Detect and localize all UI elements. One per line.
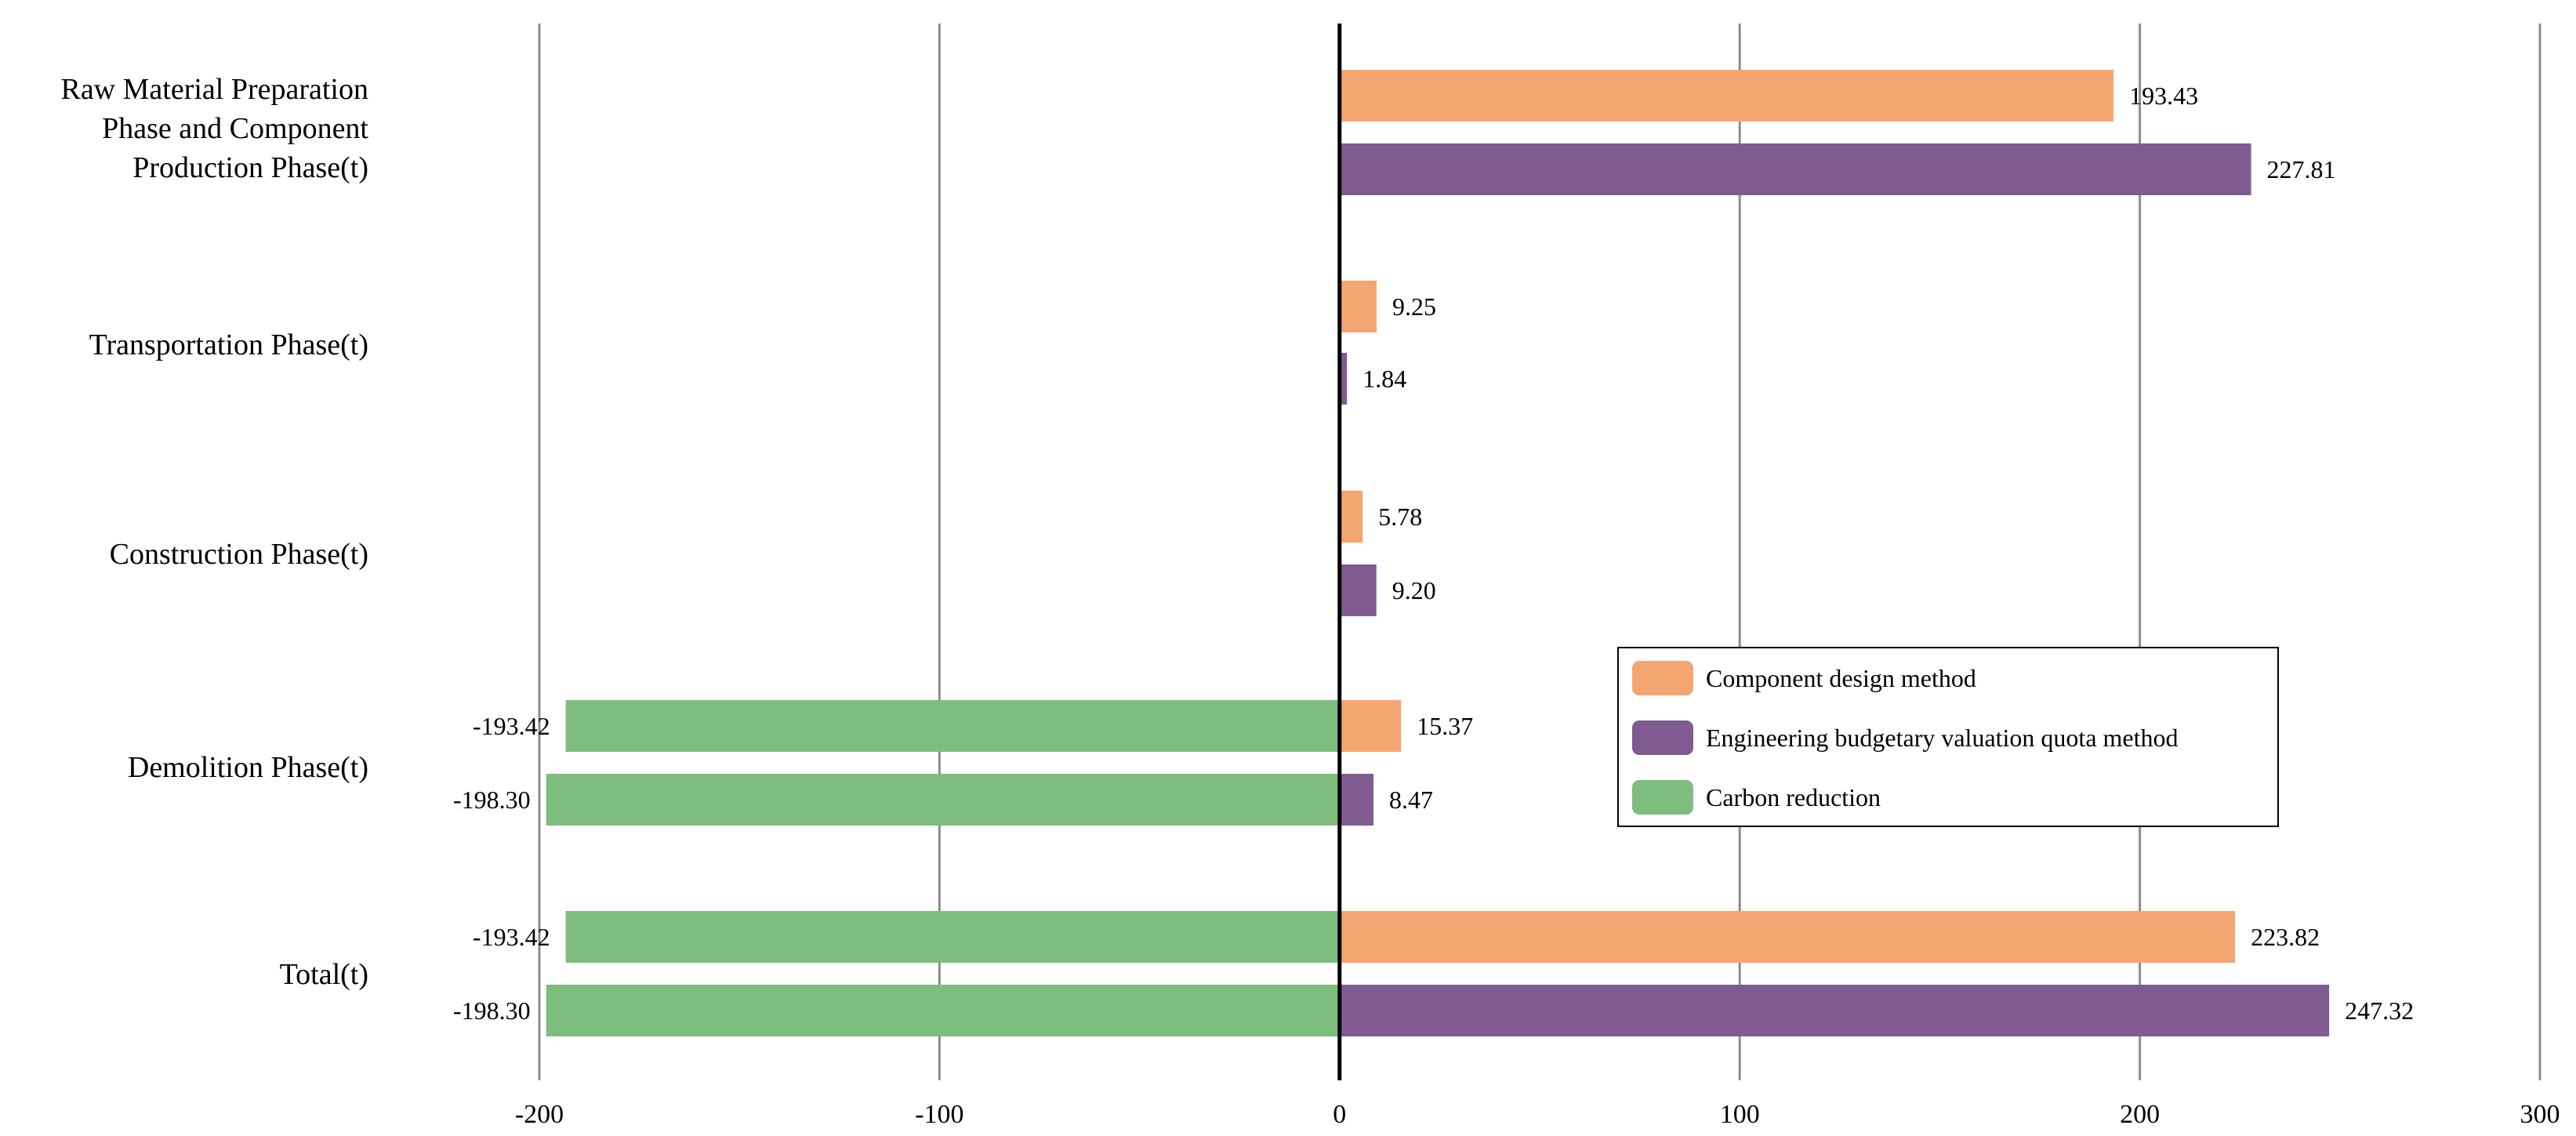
data-label: 227.81 <box>2267 155 2336 183</box>
bar <box>1339 774 1374 826</box>
bar <box>1339 985 2330 1036</box>
bar <box>1339 700 1402 752</box>
legend-box <box>1617 647 2279 827</box>
category-label: Total(t) <box>280 958 368 991</box>
legend-label: Engineering budgetary valuation quota me… <box>1706 724 2179 752</box>
data-label: 5.78 <box>1378 503 1422 531</box>
data-label: 193.43 <box>2129 82 2198 110</box>
x-tick-label: -200 <box>515 1100 564 1129</box>
bar <box>565 700 1340 752</box>
legend-swatch <box>1632 720 1693 755</box>
bar <box>1339 143 2251 195</box>
legend-label: Component design method <box>1706 664 1976 692</box>
bar <box>565 911 1340 963</box>
category-label: Construction Phase(t) <box>110 538 368 571</box>
data-label: 223.82 <box>2251 923 2320 951</box>
x-tick-label: 300 <box>2520 1100 2560 1129</box>
bar <box>1339 281 1377 332</box>
bar <box>1339 353 1348 405</box>
bar <box>546 985 1340 1036</box>
bar <box>1339 564 1377 616</box>
category-label: Phase and Component <box>102 112 368 145</box>
data-label: -198.30 <box>453 786 531 814</box>
x-tick-label: -100 <box>915 1100 963 1129</box>
legend-label: Carbon reduction <box>1706 783 1881 811</box>
bar <box>1339 911 2236 963</box>
data-label: 9.25 <box>1392 292 1436 321</box>
category-label: Production Phase(t) <box>132 151 368 184</box>
category-label: Transportation Phase(t) <box>89 328 368 361</box>
data-label: -198.30 <box>453 996 531 1025</box>
x-tick-label: 0 <box>1333 1100 1346 1129</box>
x-tick-label: 100 <box>1720 1100 1760 1129</box>
data-label: 1.84 <box>1362 365 1406 393</box>
x-tick-label: 200 <box>2120 1100 2160 1129</box>
category-label: Raw Material Preparation <box>60 73 368 106</box>
legend-swatch <box>1632 661 1693 695</box>
category-label: Demolition Phase(t) <box>128 751 368 784</box>
data-label: 15.37 <box>1417 712 1473 740</box>
data-label: 8.47 <box>1389 786 1433 814</box>
data-label: 247.32 <box>2345 996 2414 1025</box>
bar <box>1339 491 1363 543</box>
legend-swatch <box>1632 780 1693 815</box>
data-label: 9.20 <box>1392 576 1436 604</box>
data-label: -193.42 <box>473 712 550 740</box>
bar <box>1339 70 2114 122</box>
bar <box>546 774 1340 826</box>
data-label: -193.42 <box>473 923 550 951</box>
